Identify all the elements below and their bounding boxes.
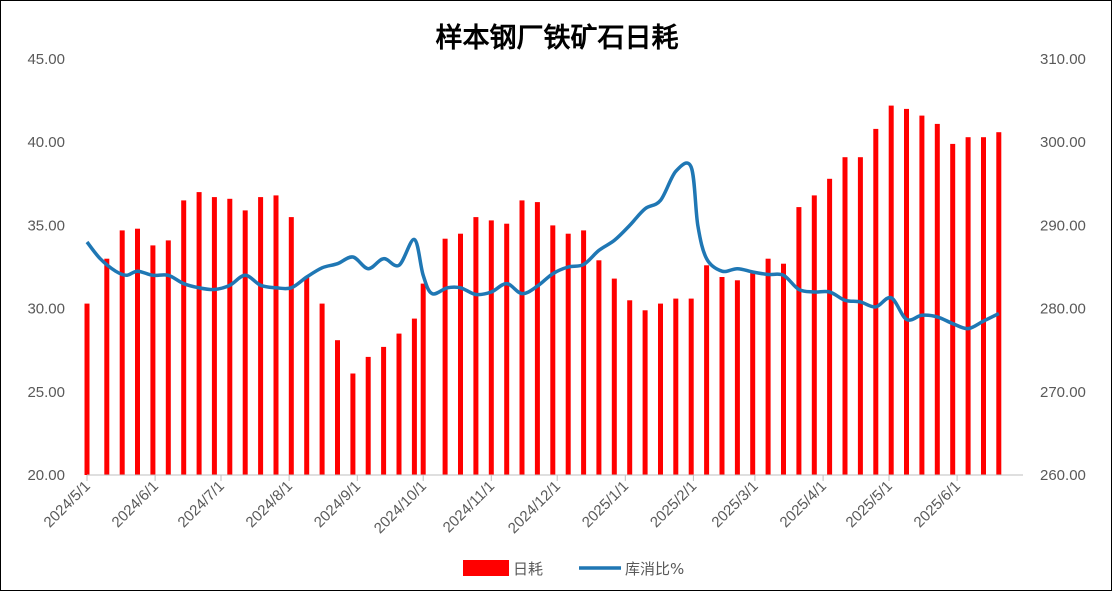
bar-daily-38 bbox=[673, 299, 678, 475]
bar-daily-14 bbox=[304, 277, 309, 475]
bar-daily-6 bbox=[181, 200, 186, 475]
bar-daily-42 bbox=[735, 280, 740, 475]
x-tick-label-12: 2025/5/1 bbox=[843, 478, 896, 531]
x-tick-label-3: 2024/8/1 bbox=[243, 478, 296, 531]
bar-daily-46 bbox=[796, 207, 801, 475]
y-axis-right-ticks: 260.00 270.00 280.00 290.00 300.00 310.00 bbox=[1040, 51, 1086, 484]
bar-daily-11 bbox=[258, 197, 263, 475]
y-left-tick-3: 35.00 bbox=[27, 217, 65, 234]
bar-daily-57 bbox=[966, 137, 971, 475]
y-right-tick-4: 300.00 bbox=[1040, 134, 1086, 151]
x-tick-label-6: 2024/11/1 bbox=[440, 478, 498, 536]
bar-daily-49 bbox=[843, 157, 848, 475]
bar-daily-51 bbox=[873, 129, 878, 475]
bar-daily-47 bbox=[812, 195, 817, 475]
bar-daily-15 bbox=[320, 304, 325, 475]
x-tick-label-4: 2024/9/1 bbox=[311, 478, 364, 531]
x-tick-label-0: 2024/5/1 bbox=[41, 478, 94, 531]
bar-daily-7 bbox=[197, 192, 202, 475]
bar-daily-40 bbox=[704, 265, 709, 475]
bar-daily-20 bbox=[397, 334, 402, 475]
y-axis-left-ticks: 20.00 25.00 30.00 35.00 40.00 45.00 bbox=[27, 51, 65, 484]
chart-title: 样本钢厂铁矿石日耗 bbox=[436, 22, 679, 54]
bar-daily-1 bbox=[104, 259, 109, 475]
bar-daily-59 bbox=[996, 132, 1001, 475]
x-tick-label-13: 2025/6/1 bbox=[911, 478, 964, 531]
bar-daily-32 bbox=[581, 230, 586, 475]
bar-daily-28 bbox=[520, 200, 525, 475]
bar-daily-44 bbox=[766, 259, 771, 475]
bar-daily-3 bbox=[135, 229, 140, 475]
bar-daily-50 bbox=[858, 157, 863, 475]
bar-daily-34 bbox=[612, 279, 617, 475]
x-tick-label-9: 2025/2/1 bbox=[647, 478, 700, 531]
legend-label-daily: 日耗 bbox=[513, 560, 543, 578]
y-right-tick-0: 260.00 bbox=[1040, 467, 1086, 484]
bar-daily-22 bbox=[421, 284, 426, 475]
bar-series bbox=[85, 106, 1002, 475]
bar-daily-31 bbox=[566, 234, 571, 475]
y-left-tick-4: 40.00 bbox=[27, 134, 65, 151]
bar-daily-58 bbox=[981, 137, 986, 475]
x-tick-label-1: 2024/6/1 bbox=[109, 478, 162, 531]
bar-daily-29 bbox=[535, 202, 540, 475]
bar-daily-19 bbox=[381, 347, 386, 475]
bar-daily-21 bbox=[412, 319, 417, 475]
x-tick-label-10: 2025/3/1 bbox=[708, 478, 761, 531]
bar-daily-30 bbox=[550, 225, 555, 475]
bar-daily-25 bbox=[473, 217, 478, 475]
bar-daily-12 bbox=[274, 195, 279, 475]
bar-daily-36 bbox=[643, 310, 648, 475]
y-right-tick-5: 310.00 bbox=[1040, 51, 1086, 68]
y-right-tick-1: 270.00 bbox=[1040, 384, 1086, 401]
bar-daily-0 bbox=[85, 304, 90, 475]
bar-daily-55 bbox=[935, 124, 940, 475]
bar-daily-8 bbox=[212, 197, 217, 475]
bar-daily-35 bbox=[627, 300, 632, 475]
bar-daily-33 bbox=[596, 260, 601, 475]
bar-daily-18 bbox=[366, 357, 371, 475]
bar-daily-10 bbox=[243, 210, 248, 475]
bar-daily-52 bbox=[889, 106, 894, 475]
x-tick-label-2: 2024/7/1 bbox=[175, 478, 228, 531]
bar-daily-9 bbox=[227, 199, 232, 475]
bar-daily-24 bbox=[458, 234, 463, 475]
y-left-tick-2: 30.00 bbox=[27, 301, 65, 318]
x-tick-label-7: 2024/12/1 bbox=[505, 478, 564, 537]
bar-daily-23 bbox=[443, 239, 448, 475]
bar-daily-27 bbox=[504, 224, 509, 475]
bar-daily-26 bbox=[489, 220, 494, 475]
bar-daily-53 bbox=[904, 109, 909, 475]
bar-daily-56 bbox=[950, 144, 955, 475]
y-left-tick-0: 20.00 bbox=[27, 467, 65, 484]
y-left-tick-5: 45.00 bbox=[27, 51, 65, 68]
y-right-tick-3: 290.00 bbox=[1040, 217, 1086, 234]
bar-daily-43 bbox=[750, 272, 755, 475]
legend: 日耗 库消比% bbox=[463, 560, 684, 578]
bar-daily-41 bbox=[720, 277, 725, 475]
y-left-tick-1: 25.00 bbox=[27, 384, 65, 401]
bar-daily-16 bbox=[335, 340, 340, 475]
bar-daily-2 bbox=[120, 230, 125, 475]
bar-daily-13 bbox=[289, 217, 294, 475]
bar-daily-17 bbox=[350, 374, 355, 476]
bar-daily-48 bbox=[827, 179, 832, 475]
bar-daily-45 bbox=[781, 264, 786, 475]
x-tick-label-8: 2025/1/1 bbox=[579, 478, 632, 531]
legend-swatch-daily bbox=[463, 560, 509, 576]
bar-daily-39 bbox=[689, 299, 694, 475]
x-tick-label-5: 2024/10/1 bbox=[371, 478, 430, 537]
legend-label-ratio: 库消比% bbox=[625, 560, 684, 578]
y-right-tick-2: 280.00 bbox=[1040, 301, 1086, 318]
bar-daily-54 bbox=[919, 116, 924, 475]
x-tick-label-11: 2025/4/1 bbox=[777, 478, 830, 531]
bar-daily-37 bbox=[658, 304, 663, 475]
bar-daily-4 bbox=[150, 245, 155, 475]
